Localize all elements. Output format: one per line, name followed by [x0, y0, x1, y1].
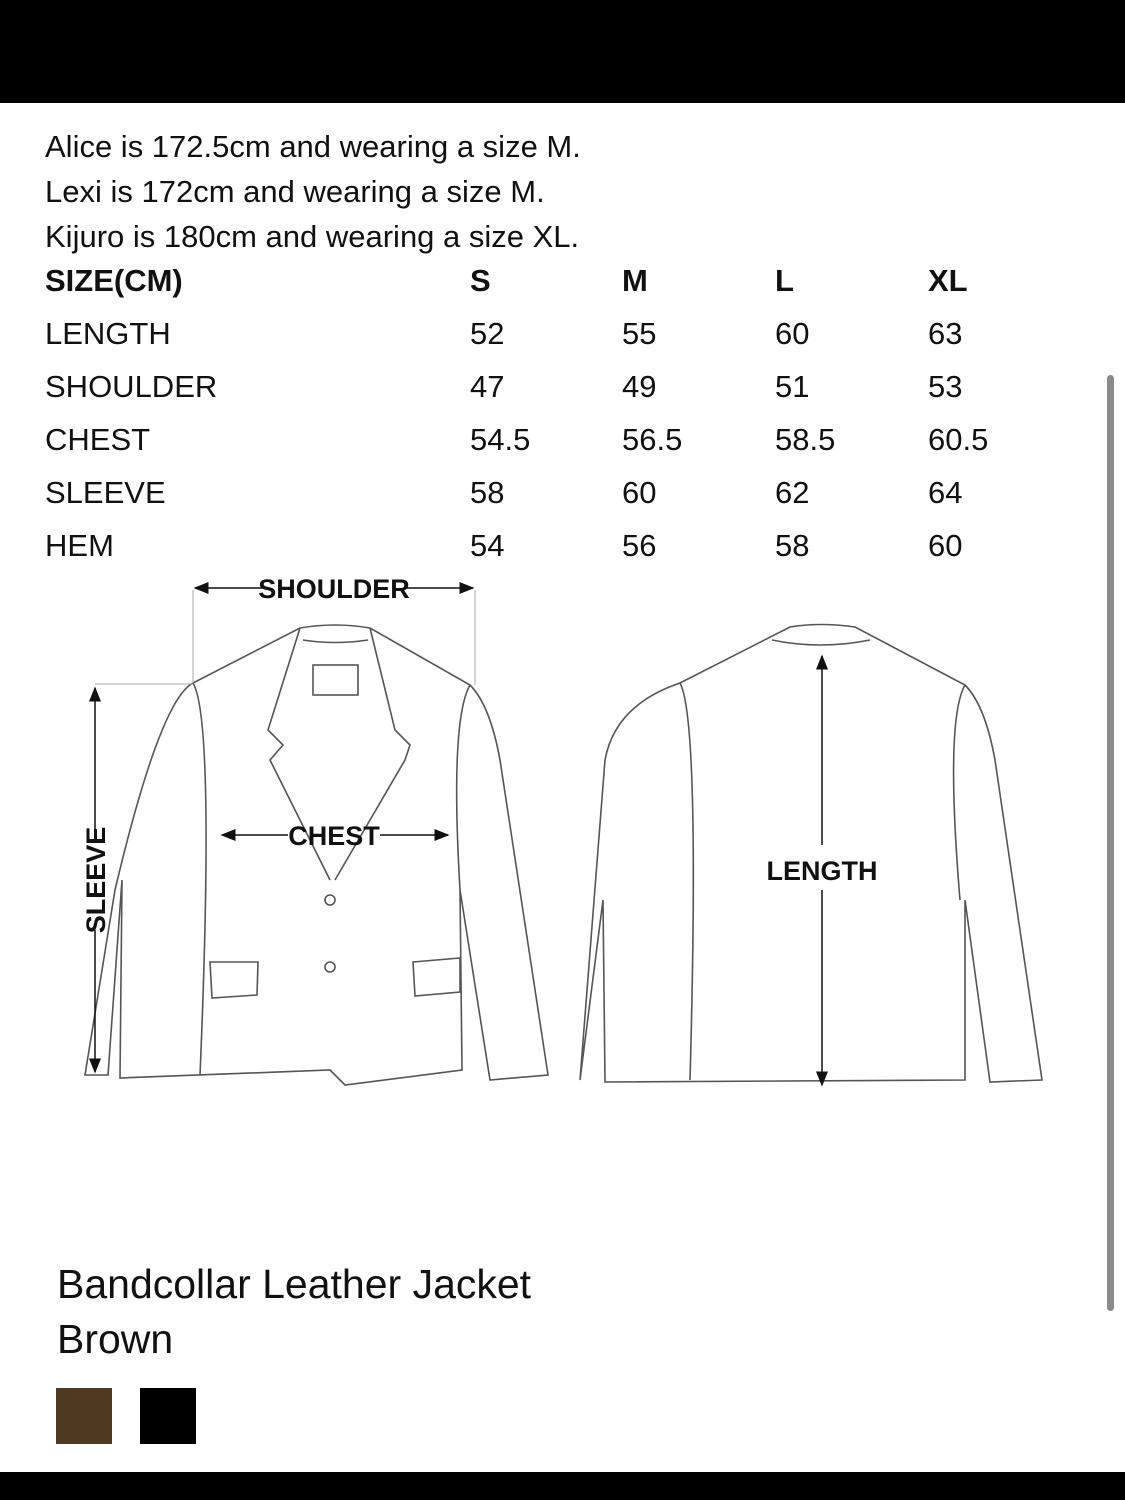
chest-label: CHEST [288, 821, 380, 851]
size-value: 63 [928, 316, 963, 351]
measurement-label: SLEEVE [45, 475, 166, 510]
model-line: Alice is 172.5cm and wearing a size M. [45, 129, 581, 164]
size-value: 53 [928, 369, 963, 404]
jacket-diagram: SHOULDER CHEST LENGTH SLEEVE [81, 574, 1043, 1087]
scrollbar[interactable] [1107, 375, 1114, 1311]
size-value: 55 [622, 316, 657, 351]
swatch-black[interactable] [140, 1388, 196, 1444]
model-info: Alice is 172.5cm and wearing a size M. L… [45, 124, 581, 259]
swatch-brown[interactable] [56, 1388, 112, 1444]
size-value: 56 [622, 528, 657, 563]
size-value: 51 [775, 369, 810, 404]
size-value: 49 [622, 369, 657, 404]
size-value: 58.5 [775, 422, 836, 457]
length-label: LENGTH [767, 856, 878, 886]
size-value: 54.5 [470, 422, 531, 457]
header-cell: S [470, 263, 491, 298]
sleeve-label: SLEEVE [81, 827, 111, 934]
measurement-label: CHEST [45, 422, 151, 457]
size-value: 60.5 [928, 422, 989, 457]
shoulder-label: SHOULDER [258, 574, 410, 604]
size-value: 58 [470, 475, 505, 510]
selected-color: Brown [57, 1316, 174, 1362]
size-value: 62 [775, 475, 810, 510]
bottom-bar [0, 1472, 1125, 1500]
product-title: Bandcollar Leather Jacket [57, 1261, 532, 1307]
back-jacket-outline [579, 623, 1043, 1083]
size-value: 64 [928, 475, 963, 510]
size-value: 47 [470, 369, 505, 404]
header-cell: XL [928, 263, 968, 298]
measurement-label: HEM [45, 528, 114, 563]
size-value: 54 [470, 528, 505, 563]
size-value: 60 [622, 475, 657, 510]
size-value: 60 [928, 528, 963, 563]
size-value: 52 [470, 316, 505, 351]
measurement-label: SHOULDER [45, 369, 218, 404]
model-line: Lexi is 172cm and wearing a size M. [45, 174, 545, 209]
header-cell: L [775, 263, 794, 298]
front-jacket-outline [84, 624, 549, 1086]
header-cell: M [622, 263, 648, 298]
size-value: 56.5 [622, 422, 683, 457]
top-bar [0, 0, 1125, 103]
measurement-label: LENGTH [45, 316, 171, 351]
header-cell: SIZE(CM) [45, 263, 183, 298]
size-value: 58 [775, 528, 810, 563]
size-value: 60 [775, 316, 810, 351]
model-line: Kijuro is 180cm and wearing a size XL. [45, 219, 580, 254]
